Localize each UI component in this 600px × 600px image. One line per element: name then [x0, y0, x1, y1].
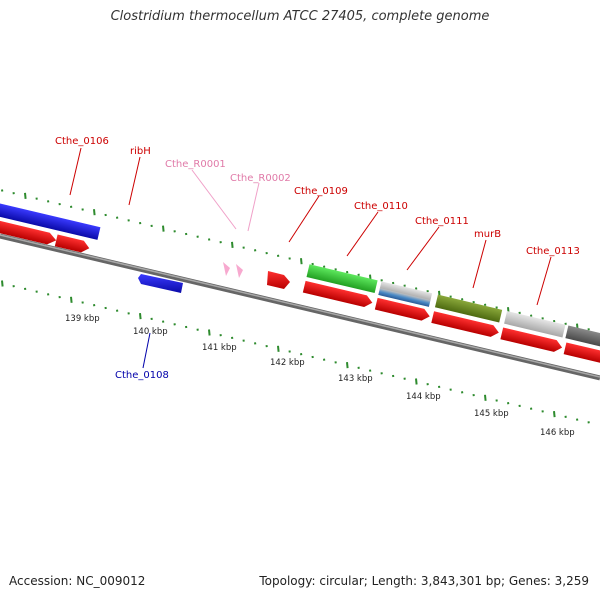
- feature-cthe-0106: [0, 198, 101, 240]
- lower-tick: [1, 280, 4, 287]
- feature-cthe-0111-grey: [379, 281, 433, 302]
- leader-cthe-r0002: [247, 182, 260, 232]
- label-murb: murB: [474, 229, 501, 240]
- tick-marks-upper: [1, 189, 590, 331]
- lower-tick: [70, 296, 73, 303]
- feature-grey-right: [565, 325, 600, 349]
- leader-cthe-0106: [69, 147, 82, 196]
- label-cthe-0106: Cthe_0106: [55, 136, 109, 147]
- lower-tick: [277, 345, 280, 352]
- upper-tick: [24, 192, 27, 199]
- scale-label-141: 141 kbp: [202, 343, 237, 353]
- upper-tick: [231, 241, 234, 248]
- feature-cthe-0113: [504, 310, 566, 338]
- lower-tick: [415, 378, 418, 385]
- leader-cthe-r0001: [191, 169, 237, 230]
- feature-minus-6: [500, 327, 563, 352]
- label-cthe-0108: Cthe_0108: [115, 370, 169, 381]
- feature-minus-3: [302, 280, 373, 308]
- genome-backbone: [0, 233, 600, 381]
- scale-label-145: 145 kbp: [474, 409, 509, 419]
- leader-cthe-0108: [142, 332, 151, 369]
- lower-tick: [346, 362, 349, 369]
- scale-label-144: 144 kbp: [406, 392, 441, 402]
- feature-cthe-0109: [267, 271, 290, 289]
- scale-label-140: 140 kbp: [133, 327, 168, 337]
- label-cthe-0113: Cthe_0113: [526, 246, 580, 257]
- gene-labels: Cthe_0106 ribH Cthe_R0001 Cthe_R0002 Cth…: [55, 136, 580, 381]
- label-cthe-r0001: Cthe_R0001: [165, 159, 226, 170]
- label-cthe-r0002: Cthe_R0002: [230, 173, 291, 184]
- feature-cthe-r0001: [223, 262, 230, 276]
- scale-labels: 139 kbp 140 kbp 141 kbp 142 kbp 143 kbp …: [65, 314, 575, 438]
- scale-label-146: 146 kbp: [540, 428, 575, 438]
- feature-minus-5: [431, 311, 499, 337]
- feature-minus-4: [374, 297, 430, 321]
- leader-cthe-0110: [346, 211, 379, 257]
- accession-text: Accession: NC_009012: [9, 574, 146, 588]
- lower-tick: [208, 329, 211, 336]
- feature-cthe-0110: [306, 264, 378, 294]
- scale-label-143: 143 kbp: [338, 374, 373, 384]
- leader-cthe-0111: [406, 226, 440, 271]
- lower-tick: [553, 411, 556, 418]
- label-cthe-0110: Cthe_0110: [354, 201, 408, 212]
- leader-ribh: [128, 156, 141, 206]
- topology-text: Topology: circular; Length: 3,843,301 bp…: [259, 574, 589, 588]
- upper-tick: [93, 209, 96, 216]
- map-title: Clostridium thermocellum ATCC 27405, com…: [110, 9, 490, 24]
- genome-backbone-highlight: [0, 234, 600, 378]
- lower-tick: [484, 394, 487, 401]
- label-cthe-0109: Cthe_0109: [294, 186, 348, 197]
- label-ribh: ribH: [130, 146, 151, 157]
- scale-label-142: 142 kbp: [270, 358, 305, 368]
- lower-tick: [139, 313, 142, 320]
- feature-murb: [434, 294, 503, 323]
- leader-cthe-0109: [288, 195, 320, 243]
- feature-cthe-r0002: [236, 264, 243, 278]
- upper-tick: [300, 258, 303, 265]
- tick-marks-lower: [1, 280, 590, 424]
- feature-cthe-0108: [138, 274, 183, 293]
- label-leaders: [69, 147, 552, 369]
- leader-murb: [472, 239, 487, 289]
- feature-cthe-0111-blue: [378, 288, 431, 307]
- scale-label-139: 139 kbp: [65, 314, 100, 324]
- upper-tick: [162, 225, 165, 232]
- feature-minus-2: [0, 214, 57, 245]
- label-cthe-0111: Cthe_0111: [415, 216, 469, 227]
- feature-ribh: [54, 234, 90, 253]
- leader-cthe-0113: [536, 256, 552, 306]
- feature-minus-7: [563, 342, 600, 366]
